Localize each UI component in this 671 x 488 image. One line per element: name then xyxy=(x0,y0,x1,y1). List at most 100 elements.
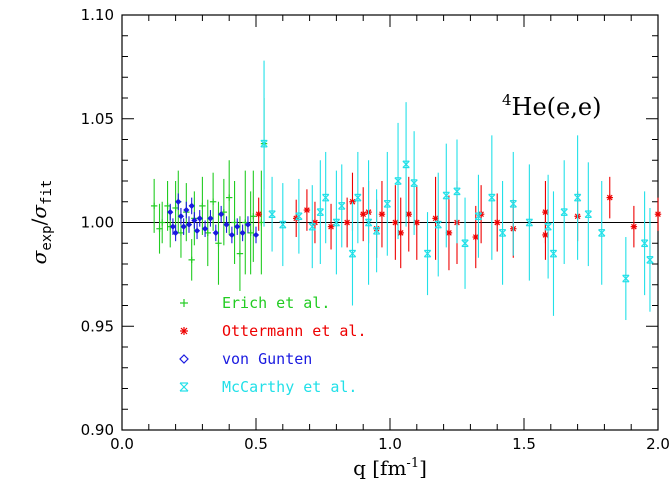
y-tick-label: 1.00 xyxy=(81,214,114,232)
data-point xyxy=(226,194,233,201)
data-point xyxy=(185,221,193,228)
data-point xyxy=(236,250,244,257)
y-tick-label: 0.95 xyxy=(81,317,114,335)
data-point xyxy=(201,225,209,232)
data-point xyxy=(295,212,303,221)
data-point xyxy=(169,223,177,230)
data-point xyxy=(218,211,225,218)
x-axis-label: q [fm-1] xyxy=(353,456,427,480)
data-point xyxy=(402,160,410,169)
data-point xyxy=(542,208,549,216)
data-point xyxy=(338,202,346,210)
data-point xyxy=(378,211,386,218)
data-point xyxy=(442,191,450,200)
legend-marker xyxy=(180,327,188,335)
y-axis-label-den-sub: fit xyxy=(39,180,55,205)
x-tick-label: 2.0 xyxy=(646,435,670,453)
data-point xyxy=(646,256,654,264)
data-point xyxy=(372,227,381,235)
legend-label: McCarthy et al. xyxy=(222,378,357,396)
data-point xyxy=(383,200,391,208)
data-point xyxy=(193,227,201,234)
series-ottermann-et-al- xyxy=(255,172,662,271)
data-point xyxy=(215,240,222,247)
data-point xyxy=(322,193,330,202)
data-point xyxy=(199,202,206,210)
data-point xyxy=(405,211,412,218)
x-tick-label: 0.5 xyxy=(244,435,268,453)
data-point xyxy=(172,229,179,236)
data-point xyxy=(188,256,195,264)
y-tick-label: 1.10 xyxy=(81,6,114,24)
legend-label: von Gunten xyxy=(222,350,312,368)
data-point xyxy=(410,179,418,187)
data-point xyxy=(196,215,203,222)
data-point xyxy=(348,249,357,258)
data-point xyxy=(268,210,276,218)
x-axis-label-superscript: -1 xyxy=(406,456,419,471)
annotation-text: He(e,e) xyxy=(512,93,602,121)
y-ticks: 0.90 0.95 1.00 1.05 1.10 xyxy=(81,6,658,439)
data-point xyxy=(316,208,324,216)
y-tick-label: 1.05 xyxy=(81,110,114,128)
data-marks xyxy=(150,60,662,321)
data-point xyxy=(332,218,341,227)
data-point xyxy=(498,229,507,237)
data-point xyxy=(303,206,311,214)
annotation-label: 4He(e,e) xyxy=(502,91,601,121)
data-point xyxy=(327,223,335,230)
data-point xyxy=(150,202,158,210)
x-tick-label: 1.0 xyxy=(378,435,402,453)
data-point xyxy=(392,219,399,226)
y-tick-label: 0.90 xyxy=(81,421,114,439)
data-point xyxy=(207,215,214,222)
annotation-superscript: 4 xyxy=(502,91,512,109)
data-point xyxy=(360,211,367,218)
data-point xyxy=(622,274,630,283)
data-point xyxy=(228,231,235,239)
legend-marker xyxy=(179,354,189,364)
data-point xyxy=(364,218,373,227)
data-point xyxy=(180,223,187,230)
series-von-gunten xyxy=(167,193,260,244)
data-point xyxy=(654,211,662,218)
data-point xyxy=(175,198,182,205)
data-point xyxy=(212,229,219,236)
y-axis-label-num-sub: exp xyxy=(39,225,55,250)
data-point xyxy=(308,222,316,231)
data-point xyxy=(630,223,638,230)
data-point xyxy=(252,231,260,239)
data-point xyxy=(573,193,582,202)
data-point xyxy=(606,194,613,201)
data-point xyxy=(461,239,469,248)
x-ticks: 0.0 0.5 1.0 1.5 2.0 xyxy=(110,15,670,453)
data-point xyxy=(239,229,246,236)
data-point xyxy=(279,220,287,229)
x-tick-label: 0.0 xyxy=(110,435,134,453)
data-point xyxy=(598,229,606,237)
data-point xyxy=(525,218,533,227)
x-axis-label-base: q [fm xyxy=(353,456,406,480)
data-point xyxy=(188,202,195,210)
y-axis-label-num: σ xyxy=(27,249,51,264)
data-point xyxy=(423,249,432,258)
x-tick-label: 1.5 xyxy=(512,435,536,453)
data-point xyxy=(509,200,517,208)
data-point xyxy=(177,213,185,220)
data-point xyxy=(584,210,592,218)
data-point xyxy=(560,208,568,216)
data-point xyxy=(544,222,552,231)
legend: Erich et al. Ottermann et al. von Gunten Mc… xyxy=(179,294,367,396)
y-axis-label-sep: / xyxy=(27,218,51,225)
data-point xyxy=(343,219,351,226)
data-point xyxy=(191,217,198,224)
data-point xyxy=(453,187,461,196)
data-point xyxy=(549,249,558,258)
data-point xyxy=(167,209,174,216)
legend-label: Ottermann et al. xyxy=(222,322,367,340)
data-point xyxy=(234,223,241,230)
data-point xyxy=(494,219,501,226)
data-point xyxy=(255,211,262,218)
legend-marker xyxy=(179,382,189,392)
data-point xyxy=(488,193,496,202)
